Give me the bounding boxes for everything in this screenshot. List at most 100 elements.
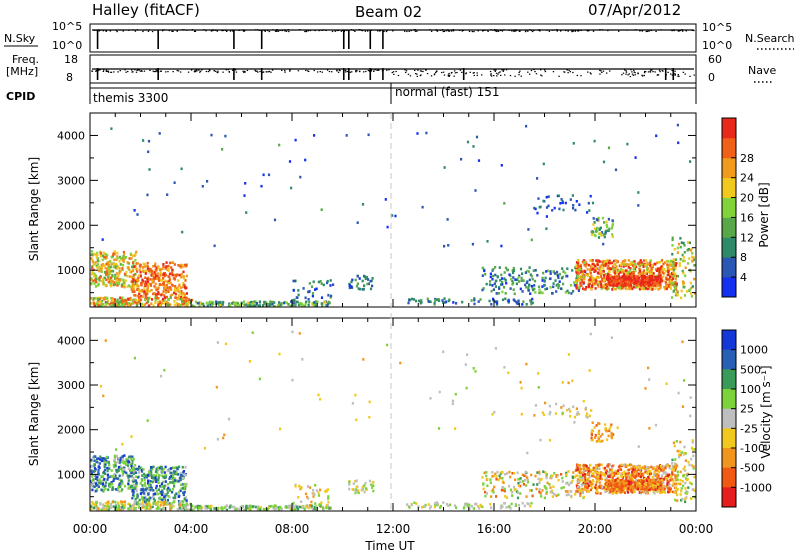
- echo-cell: [129, 285, 132, 289]
- echo-cell: [585, 477, 589, 481]
- echo-cell: [668, 281, 671, 284]
- echo-cell: [179, 295, 182, 299]
- echo-cell: [127, 455, 131, 459]
- echo-cell: [536, 483, 539, 486]
- echo-cell: [658, 269, 661, 272]
- echo-cell: [129, 270, 132, 274]
- echo-cell: [485, 471, 488, 474]
- echo-cell: [180, 507, 183, 511]
- echo-cell: [217, 301, 220, 304]
- echo-cell: [115, 281, 119, 284]
- echo-cell: [112, 487, 115, 491]
- echo-cell: [650, 465, 653, 469]
- echo-cell: [168, 502, 171, 505]
- echo-cell: [660, 259, 664, 262]
- echo-cell: [603, 473, 606, 476]
- nave-dot: [625, 73, 627, 75]
- echo-cell: [682, 271, 685, 275]
- echo-cell: [494, 285, 497, 288]
- echo-cell: [292, 279, 295, 283]
- echo-cell: [501, 486, 504, 489]
- echo-cell: [594, 281, 597, 285]
- echo-cell: [674, 264, 677, 267]
- echo-cell: [106, 254, 109, 257]
- echo-cell: [294, 485, 297, 488]
- nave-dot: [370, 69, 373, 71]
- echo-cell: [634, 263, 637, 266]
- echo-cell: [92, 298, 95, 302]
- echo-cell: [277, 506, 280, 509]
- echo-cell: [112, 505, 115, 508]
- echo-cell: [492, 490, 495, 494]
- echo-cell: [597, 275, 600, 279]
- echo-cell: [371, 277, 374, 280]
- echo-cell: [147, 479, 150, 483]
- nave-dot: [179, 71, 182, 73]
- echo-cell: [127, 301, 130, 305]
- echo-cell: [461, 300, 464, 304]
- echo-cell: [253, 304, 256, 307]
- echo-cell: [633, 490, 636, 494]
- echo-cell: [164, 465, 167, 469]
- nsky-dot: [477, 30, 479, 32]
- echo-cell: [598, 228, 601, 231]
- echo-cell: [121, 268, 124, 272]
- nave-dot: [205, 70, 208, 73]
- echo-cell: [682, 285, 685, 289]
- echo-cell: [175, 492, 178, 496]
- echo-cell: [611, 219, 614, 222]
- echo-cell: [503, 277, 506, 280]
- nave-dot: [187, 71, 190, 73]
- echo-cell: [654, 469, 657, 472]
- echo-cell: [177, 479, 180, 483]
- echo-cell: [236, 304, 239, 308]
- echo-cell: [582, 270, 585, 274]
- echo-cell: [179, 303, 182, 307]
- echo-cell: [537, 285, 541, 289]
- echo-cell: [185, 296, 188, 300]
- echo-cell: [264, 300, 267, 304]
- echo-cell: [132, 288, 135, 291]
- echo-cell: [593, 227, 596, 230]
- echo-cell: [653, 282, 657, 285]
- echo-cell: [148, 482, 151, 485]
- echo-cell: [136, 494, 139, 498]
- echo-cell: [172, 470, 175, 473]
- nsky-dot: [385, 30, 388, 33]
- echo-cell: [123, 272, 127, 276]
- echo-cell: [204, 507, 207, 510]
- echo-cell: [638, 270, 641, 273]
- echo-cell: [104, 502, 107, 505]
- echo-cell: [177, 294, 180, 297]
- echo-cell: [104, 484, 107, 487]
- echo-cell: [510, 502, 513, 506]
- echo-cell: [635, 275, 638, 279]
- echo-cell: [557, 478, 560, 482]
- nave-dot: [605, 72, 608, 74]
- echo-cell: [653, 275, 656, 279]
- echo-cell: [308, 290, 311, 293]
- echo-cell: [484, 490, 487, 494]
- echo-cell: [321, 304, 324, 308]
- nsky-dot: [268, 30, 271, 33]
- echo-cell: [549, 286, 552, 289]
- echo-cell: [130, 280, 133, 283]
- echo-cell: [606, 273, 609, 276]
- echo-cell: [684, 274, 687, 278]
- echo-cell: [183, 482, 186, 486]
- echo-cell: [152, 495, 155, 499]
- echo-cell: [541, 279, 544, 282]
- nave-dot: [667, 71, 669, 73]
- echo-cell: [565, 493, 568, 497]
- nave-dot: [254, 69, 256, 71]
- nsky-dot: [473, 30, 475, 33]
- echo-cell: [545, 206, 549, 209]
- echo-cell: [468, 504, 471, 507]
- echo-cell: [105, 270, 108, 274]
- echo-cell: [671, 267, 675, 270]
- echo-cell: [183, 296, 186, 300]
- echo-cell: [327, 495, 330, 498]
- echo-cell: [93, 282, 96, 285]
- echo-cell: [647, 466, 650, 469]
- echo-cell: [612, 270, 615, 273]
